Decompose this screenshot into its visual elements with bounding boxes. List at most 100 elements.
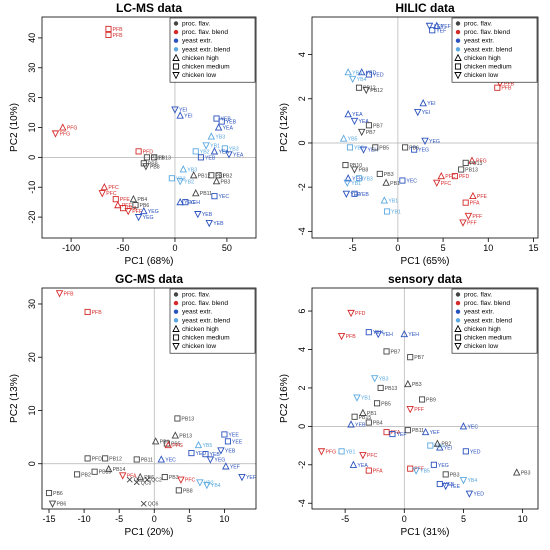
data-point <box>462 448 469 455</box>
x-axis-label: PC1 (68%) <box>125 256 174 267</box>
legend-entry-label: chicken medium <box>182 335 230 342</box>
point-label: PB15 <box>359 415 372 421</box>
data-point <box>433 179 441 187</box>
point-label: PB13 <box>158 155 171 161</box>
y-tick-label: 4 <box>297 347 307 352</box>
point-label: YEC <box>184 200 195 206</box>
legend-marker <box>455 29 461 35</box>
point-label: YEG <box>214 457 225 463</box>
point-label: YED <box>470 449 481 455</box>
data-point <box>205 220 213 228</box>
point-label: PFC <box>106 191 117 197</box>
point-label: YEB <box>209 452 220 458</box>
y-tick-label: 40 <box>27 33 37 43</box>
data-point <box>383 348 390 355</box>
cross-stroke <box>140 500 147 507</box>
y-axis-label: PC2 (16%) <box>279 374 290 423</box>
point-label: YEH <box>408 332 419 338</box>
data-point <box>143 154 150 161</box>
legend-box <box>451 17 538 83</box>
point-label: YEB <box>355 422 366 428</box>
data-point <box>210 147 219 155</box>
y-tick-label: 20 <box>27 93 37 103</box>
data-point <box>464 212 473 221</box>
data-point <box>206 456 215 464</box>
point-label: YB2 <box>200 149 210 155</box>
data-point <box>436 480 443 488</box>
point-label: YED <box>195 451 206 457</box>
legend-marker <box>172 63 180 70</box>
x-tick-label: 5 <box>441 243 446 253</box>
x-tick-label: -10 <box>78 514 91 524</box>
point-label: YB1 <box>351 181 361 187</box>
point-label: PFE <box>120 197 131 203</box>
data-point <box>171 106 179 114</box>
data-point <box>208 172 215 179</box>
point-label: YEI <box>179 108 187 114</box>
y-tick-label: 0 <box>297 424 307 429</box>
data-point <box>84 455 91 462</box>
data-point <box>353 394 361 402</box>
point-label: YEH <box>368 148 379 154</box>
legend-marker <box>455 38 461 43</box>
data-point <box>192 189 200 197</box>
data-point <box>157 455 166 463</box>
point-label: PFB <box>112 27 123 33</box>
data-point <box>105 25 112 32</box>
y-tick-label: 2 <box>297 385 307 390</box>
point-label: PFC <box>185 478 196 484</box>
point-label: YB1 <box>391 209 401 215</box>
point-label: PB7 <box>366 130 376 136</box>
y-tick-label: -2 <box>297 461 307 469</box>
point-label: PB8 <box>183 488 193 494</box>
point-label: PB12 <box>363 86 376 92</box>
x-tick-label: 0 <box>402 514 407 524</box>
point-label: PB1 <box>367 411 377 417</box>
data-point <box>365 467 372 474</box>
data-point <box>462 159 469 166</box>
data-point <box>74 471 81 478</box>
data-point <box>161 473 168 481</box>
data-points: YEFYEFYEFPFBPFBYB4YB4YEDYEDPB12PB12YEIYE… <box>339 21 515 227</box>
data-point <box>105 31 112 38</box>
plot-frame <box>311 16 539 239</box>
data-point <box>171 431 180 439</box>
data-point <box>179 165 188 173</box>
data-point <box>136 472 144 481</box>
data-point <box>459 219 467 227</box>
point-label: PB5 <box>379 145 389 151</box>
point-label: PB7 <box>391 349 401 355</box>
data-point <box>132 202 139 209</box>
data-point <box>351 190 358 197</box>
point-label: PB6 <box>409 145 419 151</box>
point-label: YEF <box>246 475 256 481</box>
point-label: YEA <box>358 119 369 125</box>
data-point <box>512 468 521 476</box>
data-point <box>347 309 355 318</box>
data-point <box>59 123 67 131</box>
legend-marker <box>172 324 180 332</box>
point-label: YEB <box>202 212 213 218</box>
point-label: PB9 <box>426 397 436 403</box>
y-tick-label: 10 <box>27 405 37 415</box>
point-label: YB1 <box>361 396 371 402</box>
legend-marker <box>455 47 461 52</box>
data-point <box>382 178 390 186</box>
data-point <box>441 482 450 491</box>
point-label: YEC <box>218 194 229 200</box>
point-label: PFC <box>367 453 378 459</box>
point-label: YEH <box>373 330 384 336</box>
legend-marker <box>455 300 461 306</box>
y-tick-label: 10 <box>27 122 37 132</box>
data-point <box>112 196 119 203</box>
y-tick-label: 0 <box>297 140 307 145</box>
data-point <box>151 437 160 445</box>
data-point <box>221 431 228 438</box>
point-label: PFD <box>459 174 470 180</box>
chart-title: sensory data <box>388 272 462 286</box>
data-point <box>469 191 477 200</box>
data-point <box>215 172 222 179</box>
data-point <box>357 128 366 137</box>
point-label: YB5 <box>354 145 364 151</box>
data-point <box>337 332 346 341</box>
